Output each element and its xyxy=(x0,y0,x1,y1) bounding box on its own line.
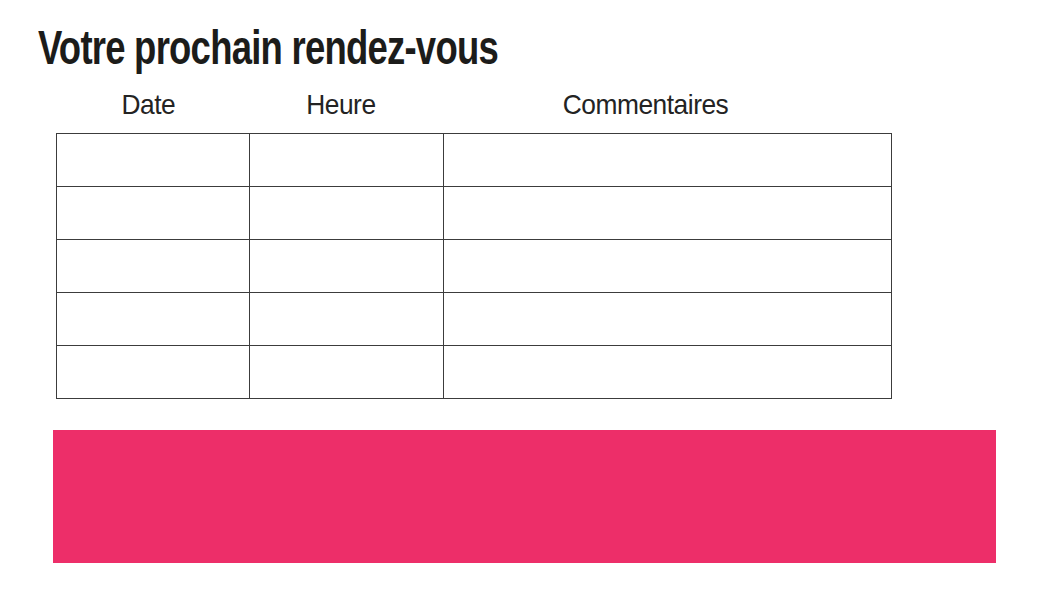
table-cell[interactable] xyxy=(444,293,892,346)
table-cell[interactable] xyxy=(57,187,250,240)
table-cell[interactable] xyxy=(250,346,444,399)
table-header-row: Date Heure Commentaires xyxy=(56,89,895,121)
table-cell[interactable] xyxy=(444,134,892,187)
column-header-heure: Heure xyxy=(256,89,439,121)
column-header-commentaires: Commentaires xyxy=(459,89,882,121)
table-cell[interactable] xyxy=(250,187,444,240)
table-cell[interactable] xyxy=(250,134,444,187)
table-cell[interactable] xyxy=(57,293,250,346)
table-cell[interactable] xyxy=(57,346,250,399)
table-cell[interactable] xyxy=(250,240,444,293)
table-cell[interactable] xyxy=(444,240,892,293)
table-row xyxy=(57,240,892,293)
table-row xyxy=(57,346,892,399)
appointments-table-body xyxy=(57,134,892,399)
table-row xyxy=(57,293,892,346)
accent-band xyxy=(53,430,996,563)
table-row xyxy=(57,187,892,240)
table-cell[interactable] xyxy=(57,134,250,187)
table-cell[interactable] xyxy=(444,346,892,399)
table-cell[interactable] xyxy=(444,187,892,240)
page: Votre prochain rendez-vous Date Heure Co… xyxy=(0,0,1050,600)
table-row xyxy=(57,134,892,187)
table-cell[interactable] xyxy=(250,293,444,346)
page-title: Votre prochain rendez-vous xyxy=(38,24,498,72)
table-cell[interactable] xyxy=(57,240,250,293)
column-header-date: Date xyxy=(62,89,244,121)
appointments-table xyxy=(56,133,892,399)
